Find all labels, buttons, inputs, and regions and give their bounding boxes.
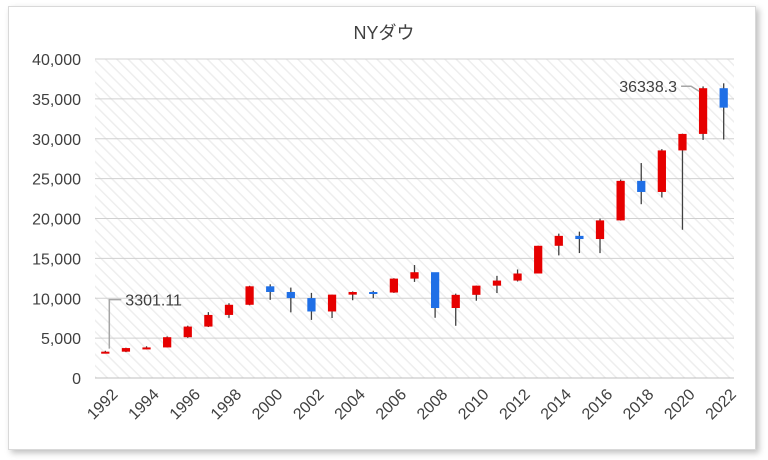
candle-2003	[327, 294, 337, 318]
candle-body	[492, 280, 502, 286]
candle-body	[389, 278, 399, 293]
candle-body	[472, 285, 481, 295]
candle-2001	[286, 287, 295, 313]
candle-body	[183, 326, 192, 338]
x-tick-label: 2006	[373, 386, 410, 423]
x-tick-label: 2014	[538, 386, 575, 423]
candle-2014	[554, 233, 563, 256]
y-tick-label: 20,000	[32, 212, 81, 229]
x-tick-label: 1992	[84, 386, 121, 423]
candle-body	[327, 294, 337, 312]
candle-body	[698, 88, 708, 134]
candle-2021	[698, 86, 708, 140]
candle-1992	[101, 350, 110, 354]
candle-2010	[472, 285, 481, 301]
candle-body	[554, 235, 563, 246]
x-tick-label: 2004	[332, 386, 369, 423]
candle-body	[534, 245, 543, 274]
candle-2018	[637, 163, 646, 205]
candle-body	[595, 220, 605, 240]
candle-1994	[142, 346, 151, 350]
candle-2006	[389, 278, 399, 293]
x-tick-label: 2002	[290, 386, 327, 423]
x-tick-label: 2018	[620, 386, 657, 423]
candle-1999	[245, 285, 254, 306]
candle-body	[266, 286, 275, 292]
candle-2016	[595, 218, 605, 254]
candle-body	[121, 348, 131, 352]
x-tick-label: 2016	[579, 386, 616, 423]
x-tick-label: 2000	[249, 386, 286, 423]
candle-body	[101, 351, 110, 354]
candle-1997	[204, 312, 213, 328]
candle-2019	[657, 149, 666, 198]
candle-body	[616, 180, 625, 221]
candle-body	[204, 314, 213, 327]
candle-body	[513, 273, 522, 281]
data-annotations: 3301.11 36338.3	[108, 79, 700, 349]
y-tick-label: 5,000	[41, 331, 81, 348]
y-axis-tick-labels: 0 5,000 10,000 15,000 20,000 25,000 30,000 35,0…	[32, 52, 81, 388]
candle-2013	[534, 245, 543, 274]
annotation-leader	[108, 298, 122, 349]
candle-2020	[678, 133, 687, 230]
candle-2005	[369, 290, 378, 299]
candle-2015	[575, 231, 584, 254]
candle-body	[430, 272, 440, 309]
y-tick-label: 35,000	[32, 92, 81, 109]
candle-1996	[183, 325, 192, 338]
candle-body	[307, 298, 316, 312]
candle-body	[451, 294, 460, 309]
y-tick-label: 15,000	[32, 251, 81, 268]
x-tick-label: 2010	[455, 386, 492, 423]
x-tick-label: 1998	[208, 386, 245, 423]
x-axis-tick-labels: 1992 1994 1996 1998 2000 2002 2004 2006 2008 2010…	[84, 386, 740, 423]
candle-2009	[451, 293, 460, 326]
y-tick-label: 30,000	[32, 132, 81, 149]
y-tick-label: 25,000	[32, 172, 81, 189]
y-tick-label: 10,000	[32, 291, 81, 308]
annotation-label: 36338.3	[619, 79, 677, 96]
candle-2012	[513, 269, 522, 282]
x-tick-label: 2008	[414, 386, 451, 423]
candle-2002	[307, 292, 316, 320]
candle-body	[142, 347, 151, 350]
candle-body	[575, 235, 584, 240]
x-tick-label: 1994	[126, 386, 163, 423]
candle-2004	[348, 291, 357, 301]
candle-body	[245, 286, 254, 305]
candle-2017	[616, 179, 625, 221]
candle-2011	[492, 275, 502, 294]
candle-body	[410, 272, 419, 279]
y-tick-label: 0	[72, 371, 81, 388]
candle-body	[719, 88, 728, 108]
candle-2022	[719, 83, 728, 140]
candle-1998	[224, 303, 234, 318]
x-tick-label: 2022	[703, 386, 740, 423]
candle-2008	[430, 272, 440, 318]
candle-body	[369, 292, 378, 295]
candle-body	[657, 150, 666, 192]
y-tick-label: 40,000	[32, 52, 81, 69]
candle-1995	[163, 336, 172, 348]
gridlines	[95, 58, 734, 379]
candle-body	[163, 337, 172, 348]
candle-body	[224, 304, 234, 315]
candle-body	[637, 180, 646, 192]
candle-1993	[121, 347, 131, 353]
chart-title: NYダウ	[353, 23, 414, 43]
candle-body	[286, 291, 295, 299]
annotation-label: 3301.11	[125, 293, 182, 310]
candle-body	[348, 292, 357, 295]
candles	[101, 83, 728, 354]
x-tick-label: 2012	[497, 386, 534, 423]
candle-2007	[410, 265, 419, 282]
x-tick-label: 2020	[661, 386, 698, 423]
candle-body	[678, 133, 687, 151]
x-tick-label: 1996	[167, 386, 204, 423]
candle-2000	[266, 284, 275, 300]
annotation-leader	[681, 85, 700, 92]
